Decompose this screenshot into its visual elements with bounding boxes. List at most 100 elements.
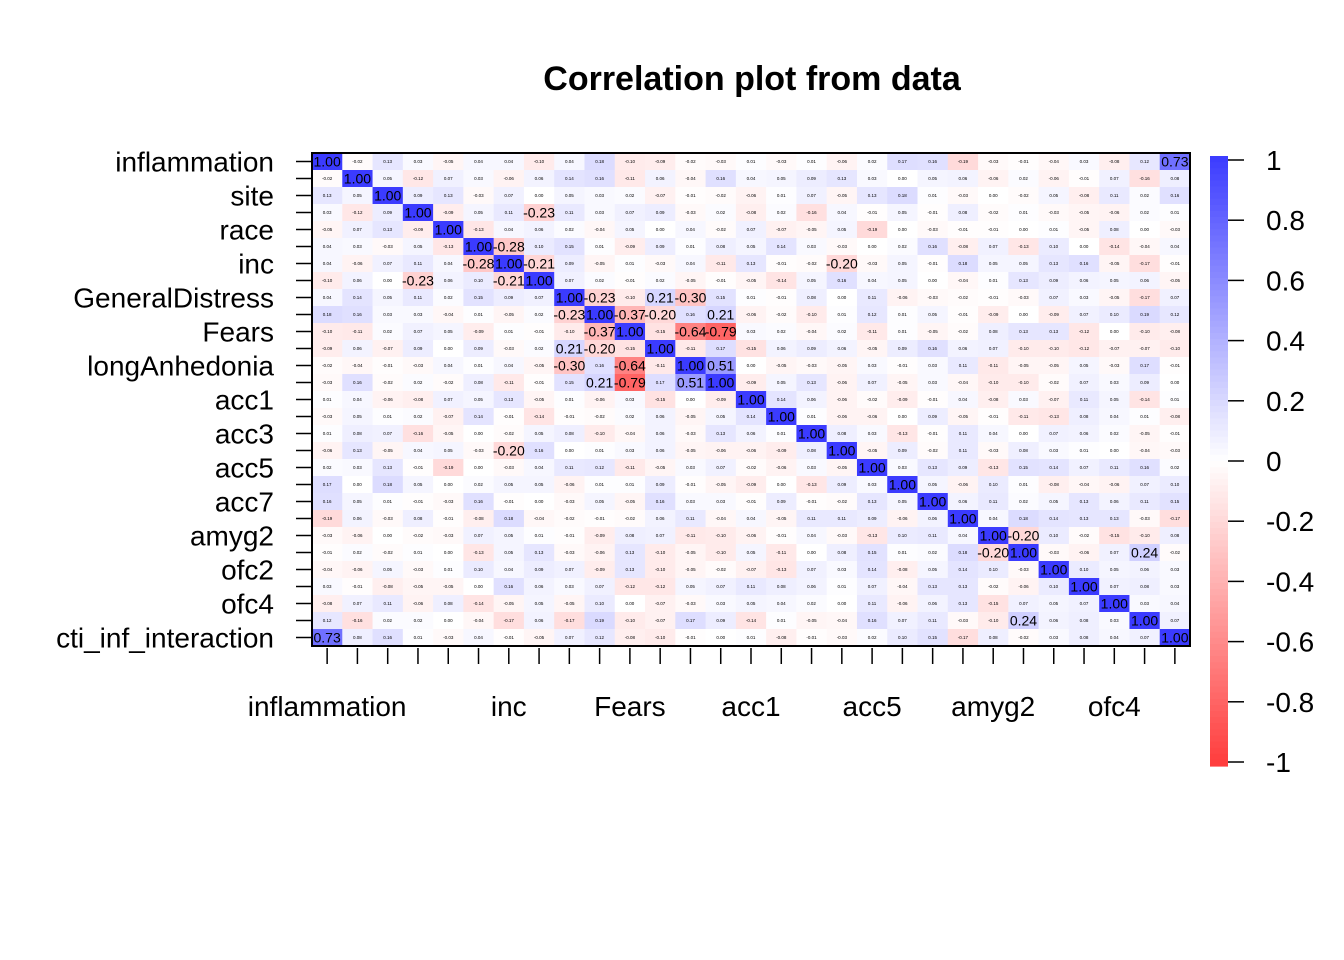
colorbar-segment	[1210, 400, 1228, 407]
y-tick-label: site	[230, 181, 274, 212]
heatmap-cell	[463, 374, 495, 392]
heatmap-cell	[856, 544, 888, 562]
heatmap-cell	[1099, 612, 1130, 630]
heatmap-cell	[766, 391, 797, 409]
y-tick-label: Fears	[202, 317, 274, 348]
heatmap-cell	[766, 374, 797, 392]
heatmap-cell	[463, 170, 495, 188]
heatmap-cell	[554, 493, 585, 511]
cell-value-label: 0.13	[747, 261, 756, 266]
heatmap-cell	[402, 374, 434, 392]
heatmap-cell	[312, 170, 343, 188]
cell-value-label: -0.05	[716, 482, 727, 487]
heatmap-cell	[433, 527, 464, 545]
cell-value-label: -0.09	[413, 227, 424, 232]
heatmap-cell	[1099, 153, 1130, 171]
cell-value-label: 1.00	[768, 409, 795, 425]
heatmap-cell	[463, 204, 495, 222]
cell-value-label: -0.06	[352, 533, 363, 538]
cell-value-label: -0.04	[1139, 244, 1150, 249]
heatmap-cell	[978, 289, 1009, 307]
heatmap-cell	[887, 476, 919, 494]
heatmap-cell	[584, 204, 616, 222]
cell-value-label: -0.64	[674, 324, 706, 340]
cell-value-label: -0.05	[1018, 363, 1029, 368]
heatmap-cell	[1099, 544, 1130, 562]
cell-value-label: -0.01	[685, 635, 696, 640]
cell-value-label: -0.02	[716, 227, 727, 232]
cell-value-label: 0.08	[1110, 227, 1119, 232]
heatmap-cell	[796, 187, 828, 205]
cell-value-label: 0.04	[1110, 635, 1119, 640]
cell-value-label: -0.03	[1018, 295, 1029, 300]
cell-value-label: 0.02	[868, 159, 877, 164]
cell-value-label: -0.03	[685, 431, 696, 436]
heatmap-cell	[947, 459, 979, 477]
cell-value-label: 0.00	[747, 363, 756, 368]
cell-value-label: 0.05	[928, 312, 937, 317]
cell-value-label: 0.05	[474, 397, 483, 402]
heatmap-cell	[554, 476, 585, 494]
heatmap-cell	[614, 153, 646, 171]
cell-value-label: -0.05	[443, 431, 454, 436]
cell-value-label: -0.02	[1018, 193, 1029, 198]
cell-value-label: 0.13	[1019, 329, 1028, 334]
cell-value-label: -0.03	[928, 295, 939, 300]
heatmap-cell	[887, 153, 919, 171]
heatmap-cell	[614, 204, 646, 222]
cell-value-label: 1.00	[465, 239, 492, 255]
heatmap-cell	[614, 289, 646, 307]
heatmap-cell	[614, 510, 646, 528]
cell-value-label: 0.11	[807, 516, 816, 521]
heatmap-cell	[675, 391, 707, 409]
colorbar-segment	[1210, 558, 1228, 566]
cell-value-label: 0.08	[626, 533, 635, 538]
cell-value-label: 0.14	[474, 414, 483, 419]
cell-value-label: -0.01	[988, 414, 999, 419]
heatmap-cell	[766, 459, 797, 477]
heatmap-cell	[614, 323, 646, 341]
heatmap-cell	[584, 595, 616, 613]
cell-value-label: -0.03	[867, 261, 878, 266]
cell-value-label: 0.15	[1170, 499, 1179, 504]
cell-value-label: 0.05	[474, 210, 483, 215]
colorbar-segment	[1210, 393, 1228, 401]
cell-value-label: -0.19	[322, 516, 333, 521]
cell-value-label: 0.16	[928, 159, 937, 164]
heatmap-cell	[493, 374, 525, 392]
heatmap-cell	[766, 612, 797, 630]
heatmap-cell	[947, 476, 979, 494]
cell-value-label: -0.05	[685, 278, 696, 283]
cell-value-label: 0.17	[898, 159, 907, 164]
heatmap-cell	[917, 204, 949, 222]
cell-value-label: 0.01	[595, 448, 604, 453]
heatmap-cell	[523, 340, 555, 358]
heatmap-cell	[584, 221, 616, 239]
heatmap-cell	[766, 289, 797, 307]
cell-value-label: -0.02	[1049, 380, 1060, 385]
heatmap-cell	[796, 221, 828, 239]
cell-value-label: -0.04	[473, 618, 484, 623]
heatmap-cell	[735, 306, 767, 324]
heatmap-cell	[493, 544, 525, 562]
cell-value-label: 0.16	[595, 363, 604, 368]
heatmap-cell	[463, 238, 495, 256]
cell-value-label: 0.02	[716, 210, 725, 215]
heatmap-cell	[978, 459, 1009, 477]
heatmap-cell	[433, 476, 464, 494]
heatmap-cell	[493, 595, 525, 613]
heatmap-cell	[645, 561, 676, 579]
cell-value-label: -0.37	[584, 324, 616, 340]
heatmap-cell	[1129, 578, 1161, 596]
heatmap-cell	[402, 357, 434, 375]
cell-value-label: 0.15	[565, 244, 574, 249]
cell-value-label: -0.04	[1139, 448, 1150, 453]
heatmap-cell	[766, 544, 797, 562]
heatmap-cell	[463, 323, 495, 341]
cell-value-label: -0.23	[402, 273, 434, 289]
heatmap-cell	[675, 442, 707, 460]
heatmap-cell	[554, 255, 585, 273]
heatmap-cell	[1008, 527, 1040, 545]
cell-value-label: 0.05	[898, 278, 907, 283]
heatmap-cell	[675, 374, 707, 392]
